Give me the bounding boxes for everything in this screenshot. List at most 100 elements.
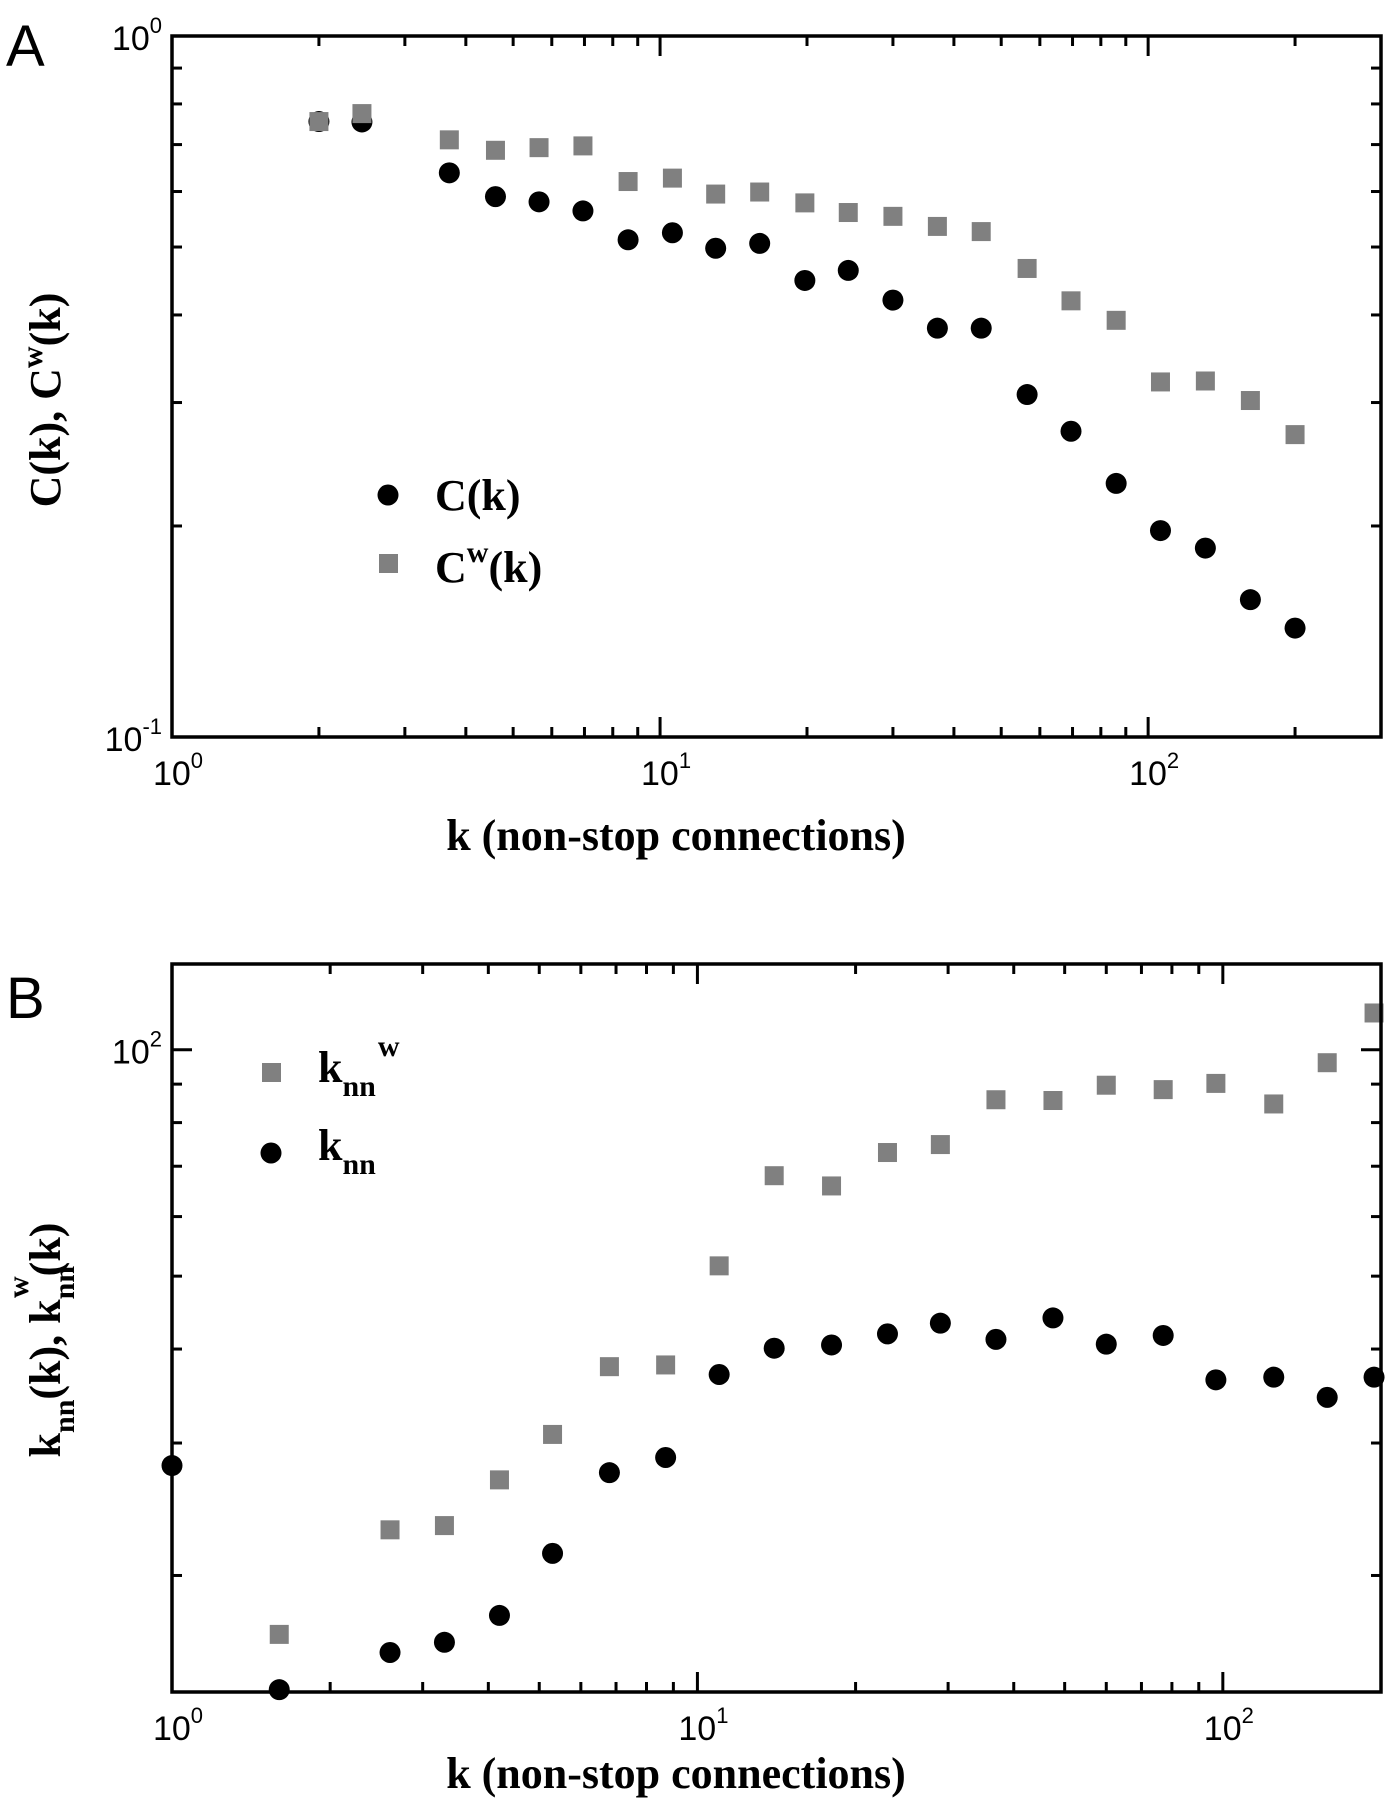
data-point-knn [1095, 1333, 1117, 1355]
data-point-C [705, 237, 727, 259]
data-point-C [661, 222, 683, 244]
data-point-knnw [1364, 1003, 1384, 1023]
panel-a-letter: A [6, 14, 45, 79]
data-point-knn [1316, 1386, 1338, 1408]
data-point-Cw [309, 112, 329, 132]
data-point-knnw [599, 1357, 619, 1377]
data-point-Cw [618, 172, 638, 192]
panel-a-marks [308, 104, 1306, 639]
data-point-knn [1042, 1307, 1064, 1329]
data-point-C [1060, 420, 1082, 442]
data-point-knnw [1264, 1094, 1284, 1114]
legend-circle-marker [377, 484, 399, 506]
data-point-C [926, 317, 948, 339]
data-point-knn [876, 1323, 898, 1345]
panel-b-plot-frame [170, 962, 1383, 1694]
data-point-knnw [543, 1424, 563, 1444]
data-point-knn [1263, 1366, 1285, 1388]
data-point-Cw [485, 140, 505, 160]
data-point-knn [598, 1462, 620, 1484]
data-point-Cw [1240, 391, 1260, 411]
data-point-C [749, 232, 771, 254]
data-point-C [528, 191, 550, 213]
data-point-C [572, 200, 594, 222]
data-point-knn [433, 1631, 455, 1653]
data-point-knnw [269, 1624, 289, 1644]
panel-b-letter: B [6, 966, 45, 1031]
data-point-Cw [662, 168, 682, 188]
data-point-C [1016, 384, 1038, 406]
data-point-knnw [930, 1135, 950, 1155]
panel-a-legend: C(k) Cw(k) [377, 471, 542, 592]
y-tick-label: 10-1 [105, 714, 162, 759]
x-tick-label: 100 [153, 748, 203, 793]
x-tick-label: 101 [641, 748, 691, 793]
data-point-knn [985, 1328, 1007, 1350]
legend-c-label: C(k) [435, 471, 521, 520]
data-point-knnw [877, 1143, 897, 1163]
panel-a-plot-frame [170, 34, 1383, 739]
data-point-C [882, 289, 904, 311]
legend-knnw-marker [262, 1063, 281, 1082]
panel-b-y-axis-label: knn(k), knnw(k) [2, 1223, 81, 1458]
panel-a-y-axis-label: C(k), Cw(k) [16, 293, 70, 508]
x-tick-label: 102 [1129, 748, 1179, 793]
data-point-Cw [352, 104, 372, 124]
data-point-C [438, 162, 460, 184]
data-point-knnw [764, 1166, 784, 1186]
data-point-C [794, 269, 816, 291]
data-point-knn [655, 1446, 677, 1468]
legend-knn-marker [260, 1142, 282, 1164]
data-point-knn [1205, 1369, 1227, 1391]
data-point-knnw [1206, 1073, 1226, 1093]
data-point-knn [929, 1312, 951, 1334]
data-point-Cw [838, 203, 858, 223]
data-point-C [1239, 589, 1261, 611]
data-point-C [1149, 520, 1171, 542]
data-point-Cw [927, 216, 947, 236]
panel-b-tick-labels: 100 101 102 102 [112, 1027, 1254, 1748]
data-point-knn [488, 1604, 510, 1626]
data-point-C [970, 317, 992, 339]
data-point-C [617, 229, 639, 251]
data-point-C [1284, 617, 1306, 639]
panel-b-x-axis-label: k (non-stop connections) [446, 1749, 906, 1798]
x-tick-label: 100 [153, 1703, 203, 1748]
y-tick-label: 100 [112, 13, 162, 58]
data-point-Cw [1061, 291, 1081, 311]
data-point-knnw [822, 1176, 842, 1196]
data-point-Cw [1195, 371, 1215, 391]
data-point-knn [1152, 1324, 1174, 1346]
data-point-knn [708, 1364, 730, 1386]
data-point-Cw [706, 184, 726, 204]
panel-b-legend: knnw knn [260, 1030, 400, 1181]
data-point-Cw [1285, 425, 1305, 445]
data-point-Cw [883, 206, 903, 226]
x-tick-label: 101 [678, 1703, 728, 1748]
data-point-knn [763, 1337, 785, 1359]
legend-square-marker [379, 554, 398, 573]
data-point-knn [379, 1641, 401, 1663]
data-point-C [1105, 472, 1127, 494]
data-point-C [837, 259, 859, 281]
panel-a-x-axis-label: k (non-stop connections) [446, 811, 906, 860]
data-point-knnw [1096, 1075, 1116, 1095]
data-point-Cw [971, 222, 991, 242]
data-point-knnw [1043, 1091, 1063, 1111]
data-point-Cw [529, 138, 549, 158]
legend-knnw-label: knnw [318, 1030, 400, 1103]
data-point-knn [821, 1334, 843, 1356]
data-point-Cw [439, 130, 459, 150]
data-point-knnw [489, 1470, 509, 1490]
data-point-knnw [434, 1516, 454, 1536]
data-point-C [1194, 537, 1216, 559]
data-point-Cw [1150, 372, 1170, 392]
y-tick-label: 102 [112, 1027, 162, 1072]
data-point-Cw [795, 193, 815, 213]
panel-b-marks [161, 1003, 1385, 1701]
data-point-Cw [750, 182, 770, 202]
data-point-knnw [1317, 1053, 1337, 1073]
data-point-Cw [1017, 258, 1037, 278]
